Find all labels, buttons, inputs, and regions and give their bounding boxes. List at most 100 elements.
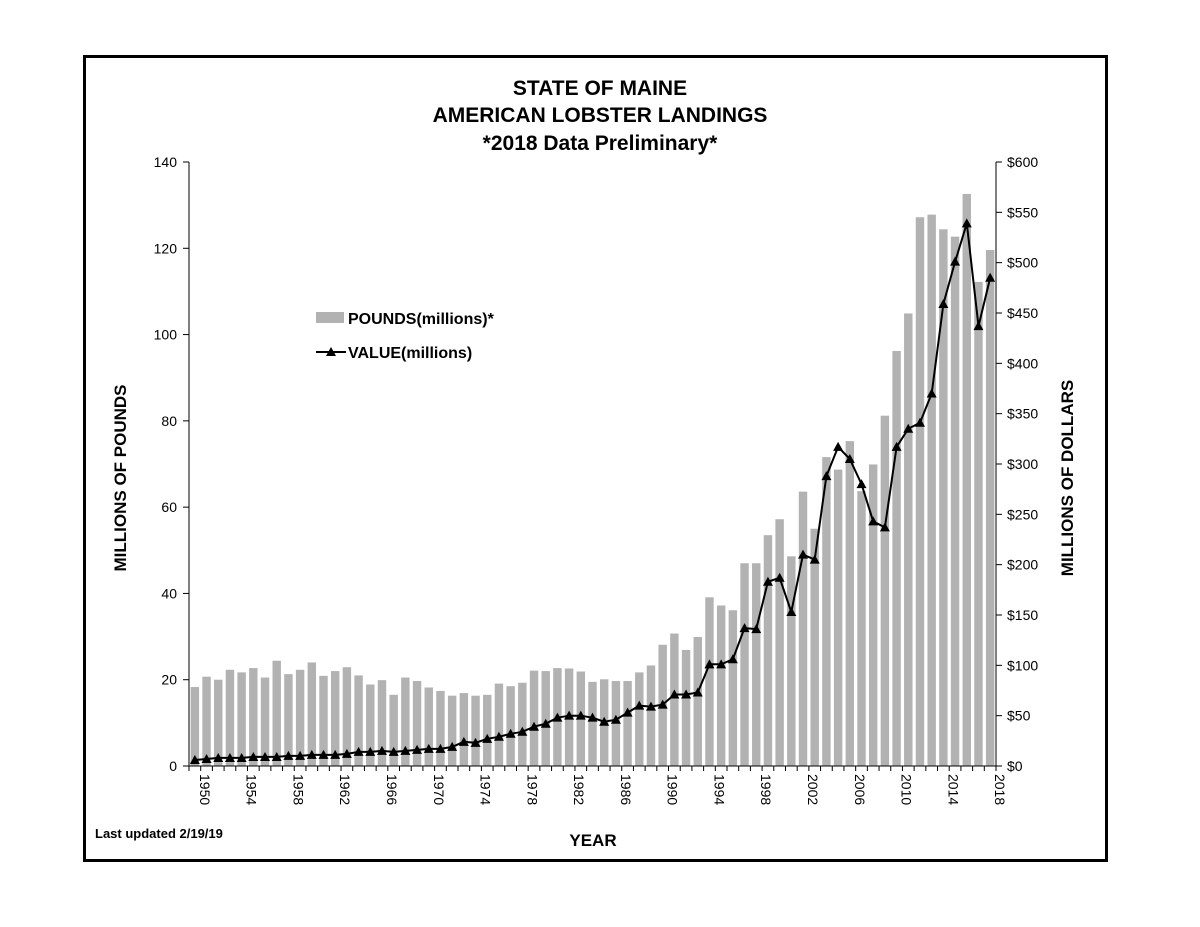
chart-title-line-2: AMERICAN LOBSTER LANDINGS xyxy=(433,104,768,127)
pounds-bar-2000 xyxy=(775,519,784,766)
pounds-bar-1952 xyxy=(214,679,223,766)
y-right-tick-label-2: $100 xyxy=(1007,657,1038,673)
value-marker-2009 xyxy=(879,522,890,532)
pounds-bar-1980 xyxy=(541,671,550,766)
value-marker-2017 xyxy=(973,321,984,331)
pounds-bar-1996 xyxy=(728,610,738,766)
x-tick-label-1998: 1998 xyxy=(758,774,774,805)
y-axis-left-label: MILLIONS OF POUNDS xyxy=(111,385,130,572)
x-tick-label-1974: 1974 xyxy=(478,774,494,805)
pounds-bar-1961 xyxy=(319,675,328,766)
value-marker-1959 xyxy=(295,750,306,760)
value-marker-1956 xyxy=(260,751,271,761)
pounds-bar-1971 xyxy=(436,690,445,766)
pounds-bar-2006 xyxy=(845,441,855,766)
pounds-bar-2018 xyxy=(985,250,995,767)
value-marker-1967 xyxy=(388,746,399,756)
value-marker-2000 xyxy=(774,572,785,582)
pounds-bar-1962 xyxy=(330,671,340,766)
pounds-bar-1969 xyxy=(412,681,422,766)
pounds-bar-1966 xyxy=(377,680,387,766)
y-left-tick-label-60: 60 xyxy=(161,499,177,515)
pounds-bar-1955 xyxy=(249,668,258,766)
value-marker-1954 xyxy=(236,752,247,762)
legend-pounds-label: POUNDS(millions)* xyxy=(348,311,495,328)
value-marker-2016 xyxy=(961,218,972,228)
pounds-bar-2012 xyxy=(915,217,925,767)
y-right-tick-label-7: $350 xyxy=(1007,406,1038,422)
y-left-tick-label-100: 100 xyxy=(154,327,178,343)
value-marker-1976 xyxy=(493,731,504,741)
pounds-bar-1995 xyxy=(716,605,726,766)
x-tick-label-2010: 2010 xyxy=(899,774,915,805)
value-marker-1981 xyxy=(552,712,563,722)
y-right-tick-label-10: $500 xyxy=(1007,255,1038,271)
pounds-bar-2005 xyxy=(833,469,843,766)
value-marker-1994 xyxy=(704,659,715,669)
pounds-bar-2003 xyxy=(810,528,819,766)
value-marker-2001 xyxy=(786,606,797,616)
x-tick-label-2018: 2018 xyxy=(992,774,1008,805)
value-marker-1969 xyxy=(412,744,423,754)
pounds-bar-1968 xyxy=(401,677,410,766)
x-tick-label-1990: 1990 xyxy=(665,774,681,805)
pounds-bar-2002 xyxy=(798,491,808,766)
value-marker-1972 xyxy=(447,741,458,751)
value-marker-2010 xyxy=(891,441,902,451)
x-tick-label-2006: 2006 xyxy=(852,774,868,805)
value-marker-1953 xyxy=(224,752,235,762)
pounds-bar-1999 xyxy=(763,535,773,766)
value-marker-1989 xyxy=(645,701,656,711)
pounds-bar-1956 xyxy=(260,677,270,766)
x-tick-label-1982: 1982 xyxy=(571,774,587,805)
pounds-bar-1984 xyxy=(588,681,597,766)
value-marker-1960 xyxy=(306,749,317,759)
pounds-bar-1954 xyxy=(237,672,246,766)
y-right-tick-label-5: $250 xyxy=(1007,506,1038,522)
pounds-bar-1957 xyxy=(272,660,281,766)
pounds-bar-1977 xyxy=(506,686,515,766)
value-marker-1998 xyxy=(751,624,762,634)
value-marker-2002 xyxy=(798,549,809,559)
legend-value-label: VALUE(millions) xyxy=(348,345,472,362)
pounds-bar-1965 xyxy=(366,684,375,766)
y-left-tick-label-80: 80 xyxy=(161,413,177,429)
value-marker-1987 xyxy=(622,707,633,717)
value-marker-1971 xyxy=(435,743,446,753)
value-marker-1980 xyxy=(540,718,551,728)
value-marker-1995 xyxy=(716,659,727,669)
y-left-tick-label-0: 0 xyxy=(169,758,177,774)
legend-pounds-swatch xyxy=(316,312,344,323)
pounds-bar-2008 xyxy=(868,464,878,766)
y-right-tick-label-4: $200 xyxy=(1007,557,1038,573)
value-marker-2013 xyxy=(926,388,937,398)
value-marker-2011 xyxy=(903,423,914,433)
pounds-bar-1953 xyxy=(225,669,235,766)
value-marker-2015 xyxy=(950,256,961,266)
y-right-tick-label-1: $50 xyxy=(1007,708,1031,724)
y-right-tick-label-8: $400 xyxy=(1007,355,1038,371)
value-marker-1977 xyxy=(505,728,516,738)
value-marker-1951 xyxy=(201,753,212,763)
value-marker-1955 xyxy=(248,751,259,761)
pounds-bar-1967 xyxy=(389,694,398,766)
value-marker-1964 xyxy=(353,746,364,756)
chart-frame xyxy=(83,55,1108,862)
value-marker-2012 xyxy=(914,417,925,427)
legend: POUNDS(millions)* VALUE(millions) xyxy=(316,311,495,362)
y-left-tick-label-140: 140 xyxy=(154,154,178,170)
x-tick-label-1958: 1958 xyxy=(290,774,306,805)
x-tick-label-1954: 1954 xyxy=(244,774,260,805)
value-marker-2003 xyxy=(809,554,820,564)
pounds-bar-2014 xyxy=(939,229,948,766)
value-marker-1952 xyxy=(213,752,224,762)
pounds-bar-1959 xyxy=(295,669,305,766)
value-marker-1974 xyxy=(470,737,481,747)
value-marker-2004 xyxy=(821,471,832,481)
pounds-bar-2004 xyxy=(822,457,831,766)
pounds-bar-1993 xyxy=(693,637,702,766)
value-marker-1999 xyxy=(762,576,773,586)
value-marker-1984 xyxy=(587,712,598,722)
x-tick-label-1962: 1962 xyxy=(337,774,353,805)
